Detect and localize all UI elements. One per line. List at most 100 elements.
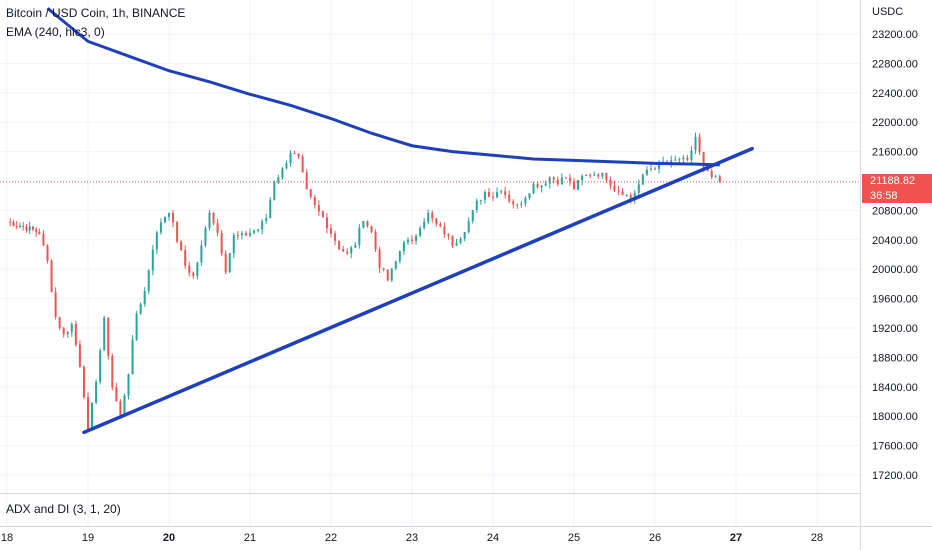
candle-body bbox=[524, 197, 527, 204]
candle-body bbox=[15, 226, 18, 228]
price-tick-label: 18800.00 bbox=[872, 352, 918, 364]
candle-body bbox=[293, 153, 296, 155]
candle-body bbox=[228, 253, 231, 273]
candle-body bbox=[143, 290, 146, 305]
candle-body bbox=[362, 221, 365, 228]
candle-body bbox=[216, 223, 219, 233]
candle-body bbox=[111, 355, 114, 388]
candle-body bbox=[289, 153, 292, 164]
candle-body bbox=[475, 200, 478, 211]
candle-body bbox=[658, 161, 661, 169]
candle-body bbox=[82, 366, 85, 398]
candle-body bbox=[366, 221, 369, 227]
candle-body bbox=[317, 205, 320, 212]
candle-body bbox=[277, 177, 280, 183]
candle-body bbox=[552, 177, 555, 180]
candle-body bbox=[593, 174, 596, 176]
candle-body bbox=[431, 212, 434, 219]
candle-body bbox=[236, 234, 239, 236]
candle-body bbox=[99, 350, 102, 382]
price-tick-label: 22800.00 bbox=[872, 58, 918, 70]
candle-body bbox=[172, 213, 175, 223]
candle-body bbox=[390, 268, 393, 281]
candle-body bbox=[674, 159, 677, 161]
candle-body bbox=[540, 185, 543, 188]
candle-body bbox=[439, 224, 442, 227]
candle-body bbox=[163, 216, 166, 223]
candle-body bbox=[269, 199, 272, 219]
candle-body bbox=[297, 153, 300, 157]
candle-body bbox=[690, 150, 693, 161]
price-tick-label: 17600.00 bbox=[872, 441, 918, 453]
candle-body bbox=[427, 212, 430, 222]
candle-body bbox=[220, 232, 223, 254]
candle-body bbox=[573, 181, 575, 190]
candle-body bbox=[633, 192, 636, 200]
price-tick-label: 18000.00 bbox=[872, 411, 918, 423]
candle-body bbox=[508, 194, 511, 202]
candle-body bbox=[617, 190, 620, 192]
candle-body bbox=[74, 323, 77, 345]
candle-body bbox=[479, 199, 482, 201]
candle-body bbox=[455, 242, 458, 246]
candle-body bbox=[500, 191, 503, 193]
candle-body bbox=[698, 136, 701, 153]
candle-body bbox=[492, 196, 494, 198]
candle-body bbox=[710, 170, 713, 178]
candle-body bbox=[66, 332, 69, 335]
candle-body bbox=[597, 174, 600, 177]
candle-body bbox=[564, 177, 567, 179]
candle-body bbox=[31, 226, 34, 230]
symbol-legend[interactable]: Bitcoin / USD Coin, 1h, BINANCE bbox=[6, 6, 186, 20]
candle-body bbox=[483, 192, 486, 200]
candle-body bbox=[645, 169, 648, 175]
candle-body bbox=[151, 249, 154, 271]
candle-body bbox=[338, 240, 341, 250]
ema-line bbox=[46, 7, 720, 167]
candle-body bbox=[188, 265, 191, 273]
time-tick-label: 21 bbox=[244, 532, 256, 544]
candle-body bbox=[625, 195, 628, 197]
candle-body bbox=[58, 316, 61, 328]
ema-legend[interactable]: EMA (240, hlc3, 0) bbox=[6, 25, 105, 39]
adx-legend[interactable]: ADX and DI (3, 1, 20) bbox=[6, 502, 121, 516]
candle-body bbox=[435, 218, 438, 225]
candle-body bbox=[394, 261, 397, 269]
price-tick-label: 19200.00 bbox=[872, 323, 918, 335]
candle-body bbox=[305, 172, 308, 190]
candle-body bbox=[265, 218, 268, 222]
candle-body bbox=[70, 323, 73, 333]
candle-body bbox=[253, 230, 256, 233]
candle-body bbox=[560, 177, 563, 185]
candle-body bbox=[159, 222, 162, 233]
candle-body bbox=[244, 233, 247, 236]
candle-body bbox=[585, 174, 588, 176]
candle-body bbox=[232, 234, 235, 254]
candle-body bbox=[694, 136, 697, 151]
candle-body bbox=[544, 183, 547, 186]
candle-body bbox=[496, 192, 499, 198]
current-price-label: 21188.82 bbox=[862, 174, 932, 189]
candle-body bbox=[504, 191, 507, 195]
candle-body bbox=[568, 177, 571, 182]
candle-body bbox=[42, 233, 45, 246]
candle-body bbox=[714, 176, 717, 178]
candle-body bbox=[176, 222, 179, 242]
time-tick-label: 25 bbox=[568, 532, 580, 544]
candle-body bbox=[629, 195, 632, 200]
candle-body bbox=[402, 242, 405, 252]
trendline[interactable] bbox=[82, 146, 754, 435]
candle-body bbox=[12, 222, 15, 227]
price-axis: USDC 23200.00 22800.00 22400.00 22000.00 216… bbox=[872, 6, 918, 482]
candle-body bbox=[374, 231, 377, 250]
candle-body bbox=[520, 203, 523, 205]
candle-body bbox=[192, 272, 195, 276]
candle-body bbox=[443, 226, 446, 235]
candle-body bbox=[641, 174, 644, 185]
candle-body bbox=[91, 402, 94, 430]
candle-body bbox=[670, 159, 673, 163]
time-tick-label: 19 bbox=[82, 532, 94, 544]
candle-body bbox=[536, 183, 539, 188]
price-tick-label: 18400.00 bbox=[872, 382, 918, 394]
